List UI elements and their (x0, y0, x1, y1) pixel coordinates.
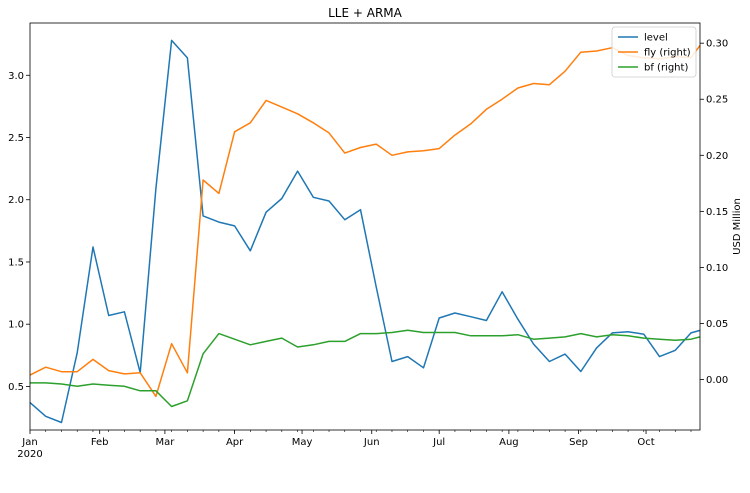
legend-entry: bf (right) (644, 63, 688, 74)
left-y-tick-label: 2.5 (8, 133, 24, 144)
x-tick-label: Jul (432, 437, 445, 448)
left-y-tick-label: 3.0 (8, 71, 24, 82)
right-y-axis-label: USD Million (732, 198, 743, 255)
x-tick-label: May (292, 437, 313, 448)
right-y-tick-label: 0.25 (706, 95, 728, 106)
x-tick-label: Jan (21, 437, 37, 448)
chart-title: LLE + ARMA (328, 6, 403, 20)
series-line-fly (29, 44, 701, 398)
x-tick-label: Aug (499, 437, 519, 448)
left-y-tick-label: 1.0 (8, 320, 24, 331)
axes-frame (29, 22, 701, 431)
legend-box (611, 26, 697, 78)
series-line-level (29, 39, 701, 424)
legend-entry: level (644, 33, 668, 44)
series-line-bf (30, 329, 701, 408)
left-y-tick-label: 1.5 (8, 257, 24, 268)
x-tick-label: Oct (637, 437, 654, 448)
legend: level fly (right) bf (right) (611, 26, 697, 78)
x-tick-label: Mar (155, 437, 175, 448)
legend-entry: fly (right) (644, 48, 691, 59)
x-tick-label: Sep (569, 437, 588, 448)
right-y-tick-label: 0.05 (706, 319, 728, 330)
x-tick-label: Feb (91, 437, 109, 448)
right-y-tick-label: 0.20 (706, 151, 728, 162)
right-y-tick-label: 0.30 (706, 39, 728, 50)
x-tick-label: Jun (363, 437, 380, 448)
x-year-label: 2020 (17, 449, 42, 460)
left-y-tick-label: 0.5 (8, 382, 24, 393)
right-y-tick-label: 0.00 (706, 375, 728, 386)
axes-layer: Jan Feb Mar Apr May Jun Jul Aug Sep Oct 2020 0.5 1.0… (8, 22, 728, 460)
right-y-tick-label: 0.10 (706, 263, 728, 274)
right-y-tick-label: 0.15 (706, 207, 728, 218)
left-y-tick-label: 2.0 (8, 195, 24, 206)
x-tick-label: Apr (226, 437, 244, 448)
series-layer (29, 39, 701, 424)
